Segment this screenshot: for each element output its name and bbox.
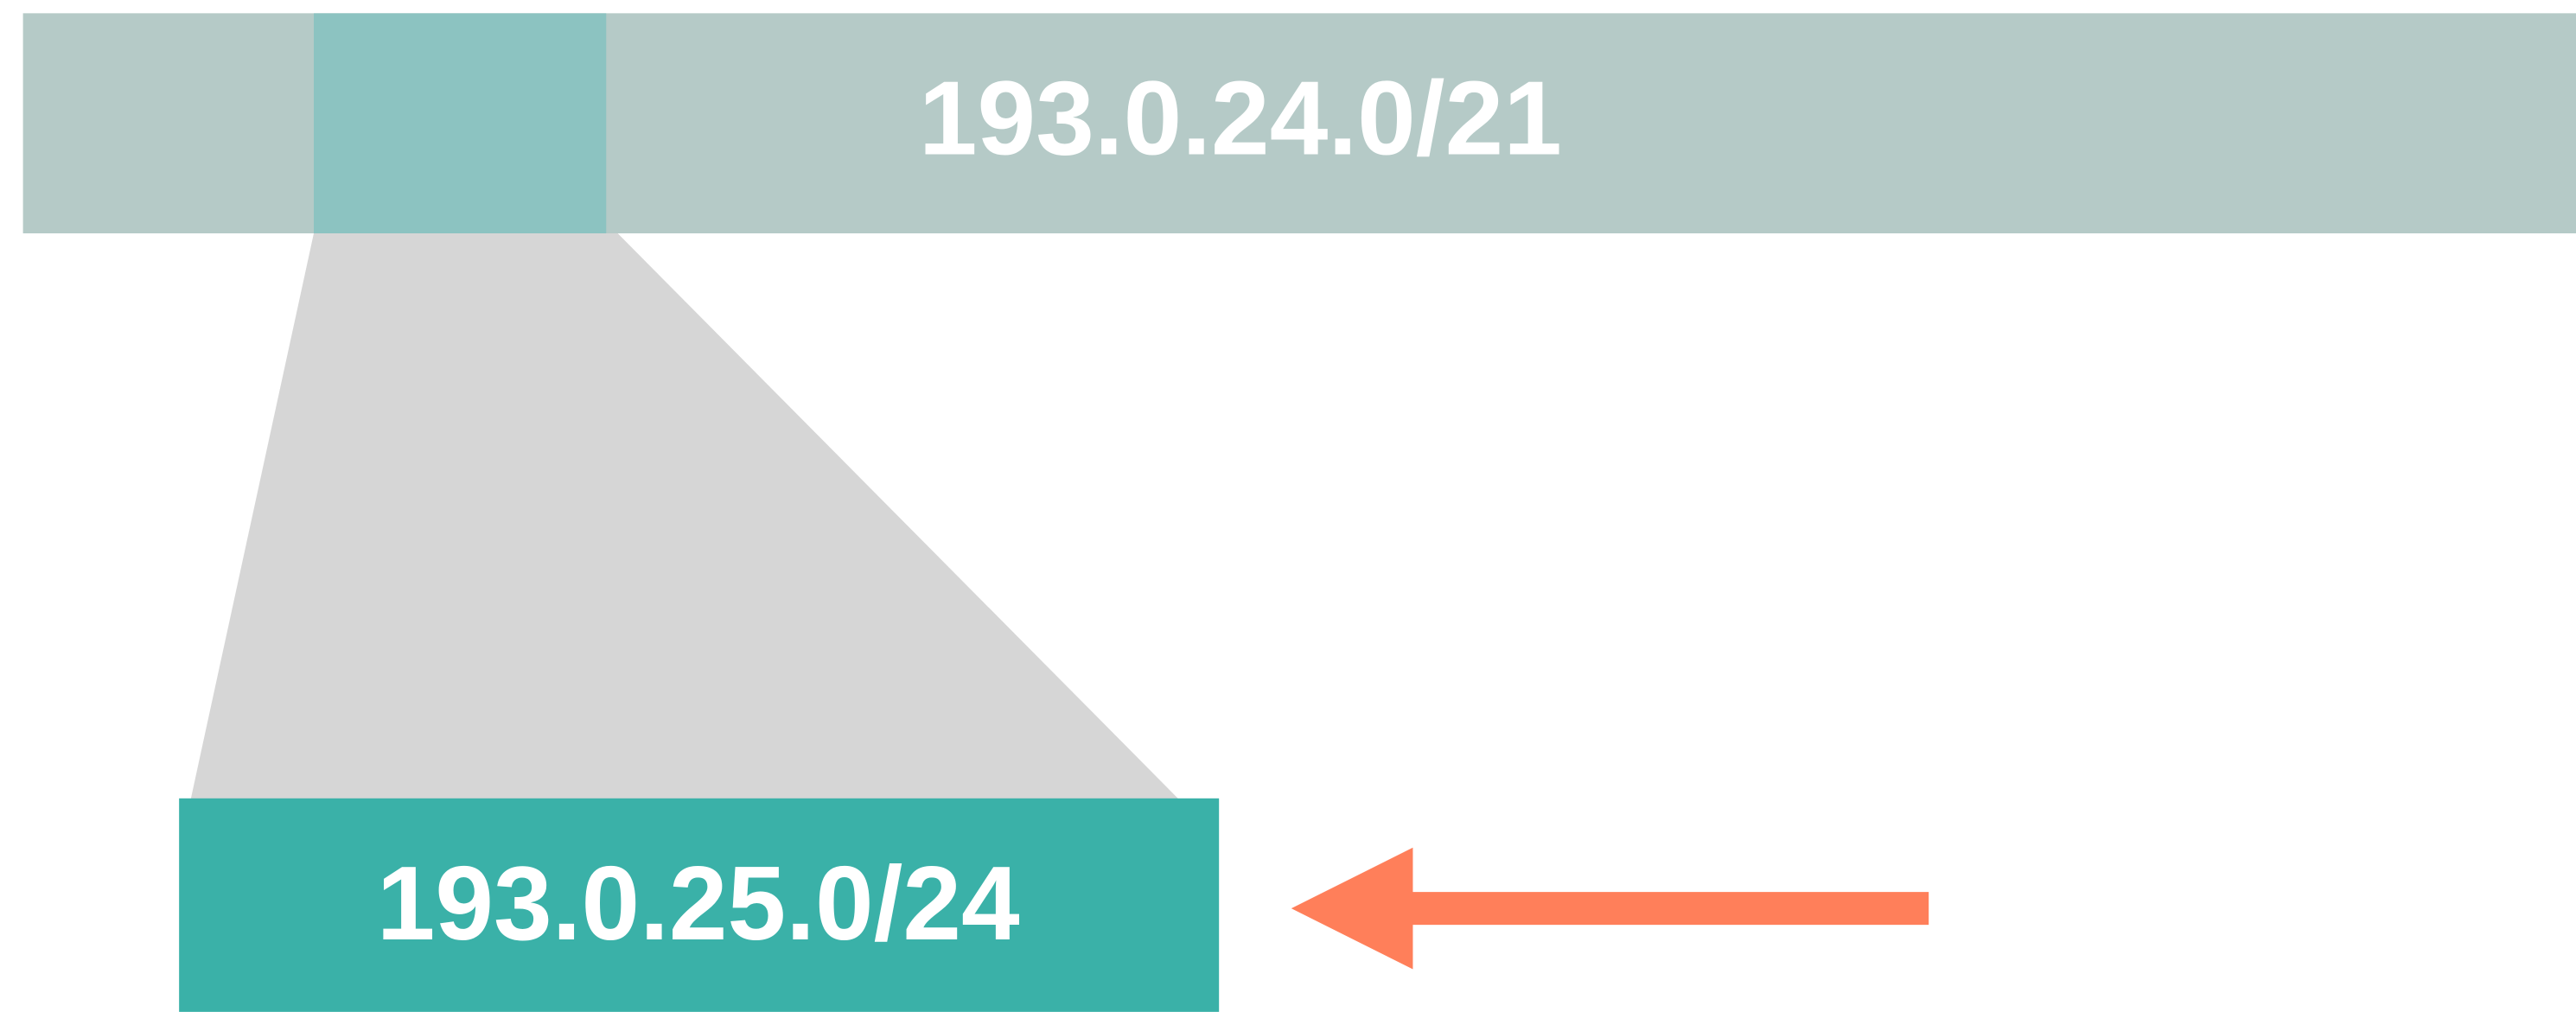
child-label: 193.0.25.0/24 <box>377 844 1020 962</box>
parent-label: 193.0.24.0/21 <box>919 60 1562 177</box>
arrow-shaft <box>1404 892 1929 926</box>
arrow-head <box>1291 847 1413 970</box>
highlight-segment <box>313 13 607 234</box>
zoom-projection <box>190 233 1180 800</box>
child-block <box>179 798 1220 1012</box>
